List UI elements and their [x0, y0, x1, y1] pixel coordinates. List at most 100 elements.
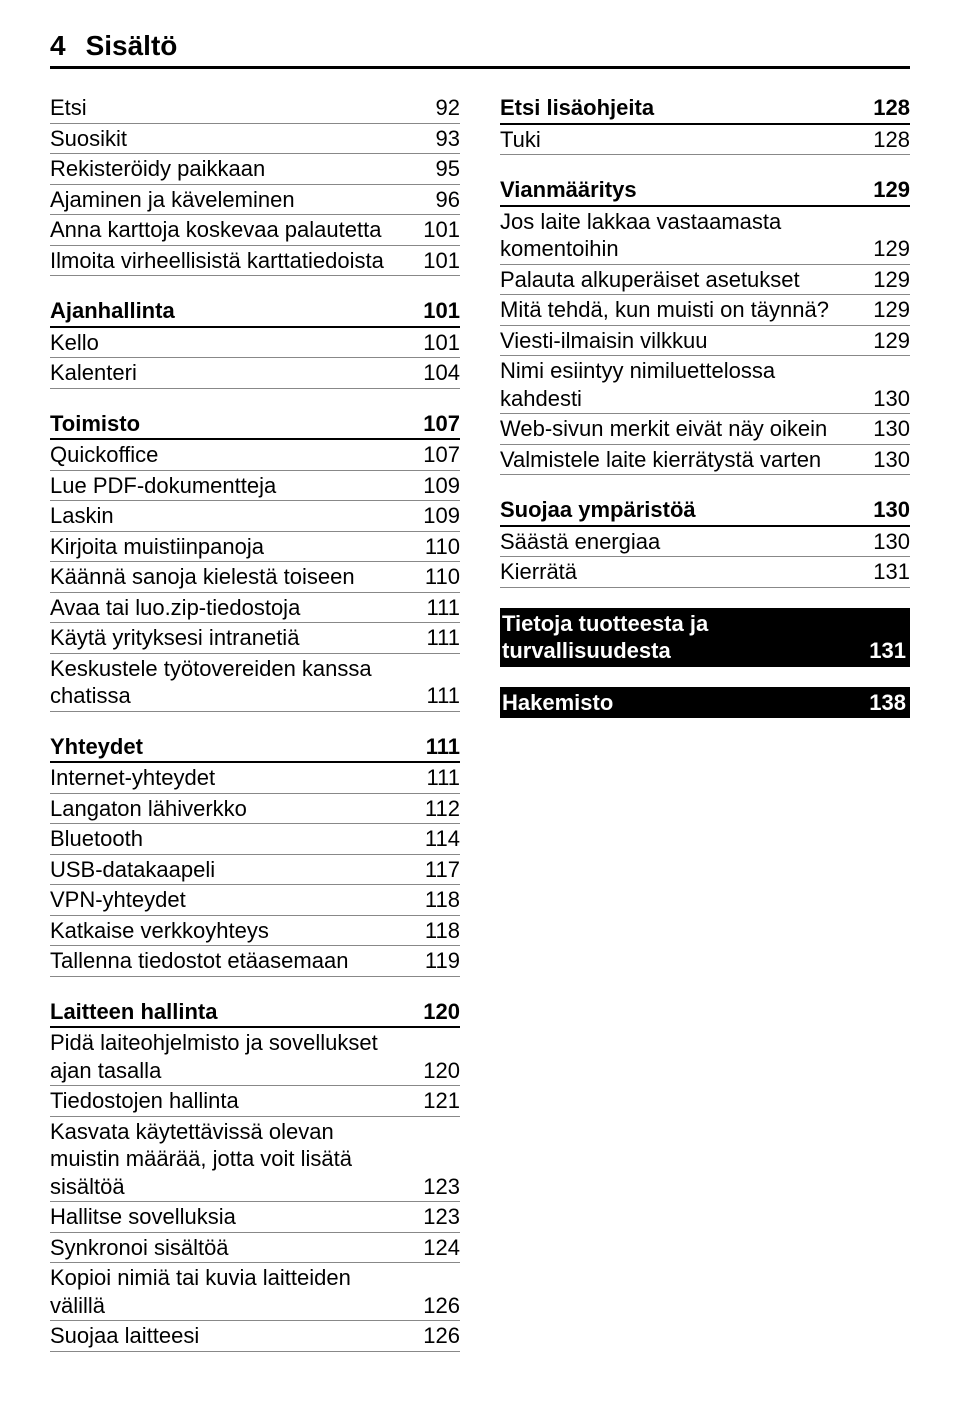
toc-entry: Internet-yhteydet111: [50, 763, 460, 794]
toc-page: 117: [419, 856, 460, 884]
toc-label: Suosikit: [50, 125, 430, 153]
toc-label: Ilmoita virheellisistä karttatiedoista: [50, 247, 417, 275]
toc-label: Nimi esiintyy nimiluettelossa kahdesti: [500, 357, 867, 412]
toc-entry: Ilmoita virheellisistä karttatiedoista10…: [50, 246, 460, 277]
toc-entry: Pidä laiteohjelmisto ja sovellukset ajan…: [50, 1028, 460, 1086]
toc-entry: Avaa tai luo.zip-tiedostoja111: [50, 593, 460, 624]
toc-page: 107: [417, 441, 460, 469]
toc-label: Käytä yrityksesi intranetiä: [50, 624, 421, 652]
toc-entry: Mitä tehdä, kun muisti on täynnä?129: [500, 295, 910, 326]
toc-label: Katkaise verkkoyhteys: [50, 917, 419, 945]
toc-page: 111: [421, 594, 460, 622]
toc-entry: Tallenna tiedostot etäasemaan119: [50, 946, 460, 977]
toc-entry: Käytä yrityksesi intranetiä111: [50, 623, 460, 654]
toc-page: 109: [417, 472, 460, 500]
toc-page: 130: [867, 385, 910, 413]
toc-entry: Tiedostojen hallinta121: [50, 1086, 460, 1117]
toc-entry: Synkronoi sisältöä124: [50, 1233, 460, 1264]
toc-label: Keskustele työtovereiden kanssa chatissa: [50, 655, 421, 710]
toc-label: Suojaa ympäristöä: [500, 496, 867, 524]
toc-page: 104: [417, 359, 460, 387]
page-header: 4 Sisältö: [50, 30, 910, 69]
toc-entry: Säästä energiaa130: [500, 527, 910, 558]
toc-section: Vianmääritys129Jos laite lakkaa vastaama…: [500, 175, 910, 475]
toc-page: 121: [417, 1087, 460, 1115]
toc-section-head: Suojaa ympäristöä130: [500, 495, 910, 527]
toc-section-head: Toimisto107: [50, 409, 460, 441]
toc-label: Tiedostojen hallinta: [50, 1087, 417, 1115]
toc-entry: Kalenteri104: [50, 358, 460, 389]
toc-page: 129: [867, 327, 910, 355]
toc-label: Quickoffice: [50, 441, 417, 469]
toc-label: Hallitse sovelluksia: [50, 1203, 417, 1231]
toc-label: Kalenteri: [50, 359, 417, 387]
toc-label: Kirjoita muistiinpanoja: [50, 533, 419, 561]
toc-page: 129: [867, 235, 910, 263]
toc-label: Anna karttoja koskevaa palautetta: [50, 216, 417, 244]
toc-label: Kello: [50, 329, 417, 357]
toc-section: Toimisto107Quickoffice107Lue PDF-dokumen…: [50, 409, 460, 712]
toc-label: Valmistele laite kierrätystä varten: [500, 446, 867, 474]
toc-label: Mitä tehdä, kun muisti on täynnä?: [500, 296, 867, 324]
toc-label: Tallenna tiedostot etäasemaan: [50, 947, 419, 975]
toc-page: 130: [867, 415, 910, 443]
toc-label: Kasvata käytettävissä olevan muistin mää…: [50, 1118, 417, 1201]
toc-section: Yhteydet111Internet-yhteydet111Langaton …: [50, 732, 460, 977]
toc-entry: Kello101: [50, 328, 460, 359]
toc-page: 110: [419, 563, 460, 591]
toc-label: Web-sivun merkit eivät näy oikein: [500, 415, 867, 443]
toc-entry: Kierrätä131: [500, 557, 910, 588]
toc-entry: Suojaa laitteesi126: [50, 1321, 460, 1352]
toc-page: 130: [867, 528, 910, 556]
toc-entry: USB-datakaapeli117: [50, 855, 460, 886]
toc-label: Lue PDF-dokumentteja: [50, 472, 417, 500]
toc-section: Ajanhallinta101Kello101Kalenteri104: [50, 296, 460, 389]
toc-section: Suojaa ympäristöä130Säästä energiaa130Ki…: [500, 495, 910, 588]
toc-page: 120: [417, 1057, 460, 1085]
toc-page: 130: [867, 446, 910, 474]
toc-section-head: Hakemisto138: [500, 687, 910, 719]
toc-label: Tuki: [500, 126, 867, 154]
toc-page: 131: [867, 558, 910, 586]
toc-page: 119: [419, 947, 460, 975]
toc-entry: Suosikit93: [50, 124, 460, 155]
toc-label: Kierrätä: [500, 558, 867, 586]
toc-section-head: Tietoja tuotteesta ja turvallisuudesta13…: [500, 608, 910, 667]
toc-page: 120: [417, 998, 460, 1026]
toc-page: 114: [419, 825, 460, 853]
toc-page: 92: [430, 94, 460, 122]
toc-page: 118: [419, 917, 460, 945]
toc-page: 123: [417, 1173, 460, 1201]
toc-entry: Nimi esiintyy nimiluettelossa kahdesti13…: [500, 356, 910, 414]
toc-entry: Quickoffice107: [50, 440, 460, 471]
toc-label: USB-datakaapeli: [50, 856, 419, 884]
toc-columns: Etsi92Suosikit93Rekisteröidy paikkaan95A…: [50, 93, 910, 1372]
toc-page: 101: [417, 297, 460, 325]
toc-entry: Keskustele työtovereiden kanssa chatissa…: [50, 654, 460, 712]
toc-page: 126: [417, 1322, 460, 1350]
toc-section-head: Yhteydet111: [50, 732, 460, 764]
toc-page: 95: [430, 155, 460, 183]
toc-section: Etsi92Suosikit93Rekisteröidy paikkaan95A…: [50, 93, 460, 276]
toc-label: Ajanhallinta: [50, 297, 417, 325]
toc-label: Hakemisto: [502, 689, 863, 717]
toc-entry: Kopioi nimiä tai kuvia laitteiden välill…: [50, 1263, 460, 1321]
toc-section: Hakemisto138: [500, 687, 910, 719]
toc-entry: Valmistele laite kierrätystä varten130: [500, 445, 910, 476]
toc-entry: Ajaminen ja käveleminen96: [50, 185, 460, 216]
toc-page: 111: [421, 624, 460, 652]
toc-page: 111: [421, 682, 460, 710]
toc-section-head: Ajanhallinta101: [50, 296, 460, 328]
toc-section-head: Laitteen hallinta120: [50, 997, 460, 1029]
toc-label: Vianmääritys: [500, 176, 867, 204]
toc-label: Etsi: [50, 94, 430, 122]
toc-page: 129: [867, 296, 910, 324]
toc-label: Laitteen hallinta: [50, 998, 417, 1026]
toc-page: 118: [419, 886, 460, 914]
left-column: Etsi92Suosikit93Rekisteröidy paikkaan95A…: [50, 93, 460, 1372]
toc-entry: Käännä sanoja kielestä toiseen110: [50, 562, 460, 593]
toc-entry: Palauta alkuperäiset asetukset129: [500, 265, 910, 296]
toc-page: 129: [867, 266, 910, 294]
toc-entry: Bluetooth114: [50, 824, 460, 855]
toc-page: 124: [417, 1234, 460, 1262]
